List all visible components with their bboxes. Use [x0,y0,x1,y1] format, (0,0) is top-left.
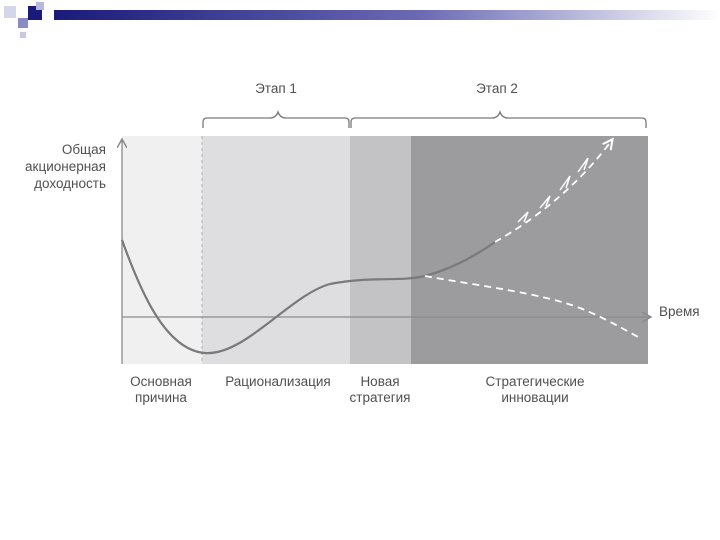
phase-region-new-strategy [350,136,411,364]
phase-label-strategic-innovation: Стратегические инновации [470,374,600,406]
phase-label-line: Рационализация [225,374,331,389]
banner-square [20,32,26,38]
x-axis-label: Время [659,304,700,319]
y-axis-label-line: акционерная [25,159,106,174]
phase-region-rationalization [202,136,350,364]
phase-label-line: Новая [360,374,400,389]
y-axis-label-line: Общая [61,142,106,157]
y-axis-label: Общая акционерная доходность [0,141,106,192]
innovation-growth-dashed-curve [494,140,612,243]
phase-region-strategic-innovation [411,136,648,364]
stage-2-label: Этап 2 [476,81,518,96]
y-axis-label-line: доходность [34,176,106,191]
stage-2-brace [350,109,647,128]
tsr-curve [120,239,496,355]
phase-region-root-cause [122,136,202,364]
phase-label-rationalization: Рационализация [214,374,342,390]
stage-1-brace [202,109,350,128]
innovation-zigzag-marks [517,157,589,223]
phase-label-line: стратегия [349,390,411,405]
banner-square [4,6,16,18]
phase-label-line: Основная [130,374,192,389]
phase-label-root-cause: Основная причина [118,374,204,406]
phase-label-line: Стратегические [485,374,585,389]
header-banner [4,2,720,38]
banner-square [36,2,44,10]
phase-label-new-strategy: Новая стратегия [344,374,416,406]
decline-dashed-curve [424,275,641,339]
banner-gradient-strip [54,10,720,20]
phase-label-line: инновации [501,390,569,405]
stage-1-label: Этап 1 [255,81,297,96]
phase-label-line: причина [135,390,187,405]
banner-square [18,18,28,28]
